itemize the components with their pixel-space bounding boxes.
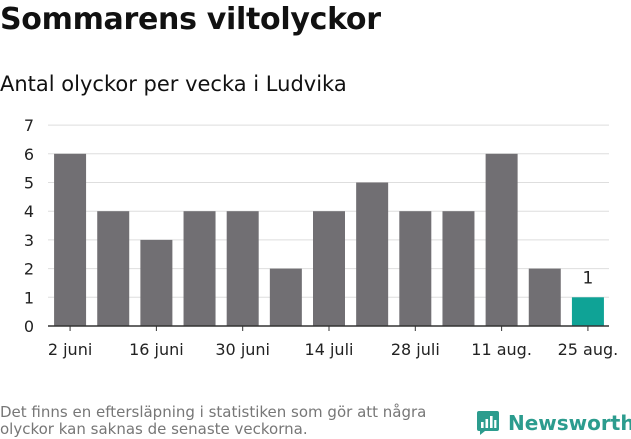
bar: [140, 239, 173, 326]
bar: [313, 211, 345, 326]
bar: [528, 268, 561, 326]
bar: [226, 211, 259, 326]
x-tick-label: 11 aug.: [471, 340, 532, 359]
y-tick-label: 6: [24, 145, 34, 164]
bar: [485, 153, 518, 326]
y-tick-label: 2: [24, 260, 34, 279]
footnote: Det finns en eftersläpning i statistiken…: [0, 403, 427, 438]
data-label: 1: [583, 268, 594, 288]
bar: [97, 211, 130, 326]
x-tick-label: 2 juni: [48, 340, 92, 359]
brand[interactable]: Newsworthy: [476, 408, 631, 438]
y-tick-label: 0: [24, 317, 34, 336]
x-tick-label: 25 aug.: [558, 340, 619, 359]
bar: [571, 297, 604, 326]
brand-name: Newsworthy: [508, 411, 631, 435]
x-tick-label: 16 juni: [129, 340, 184, 359]
y-tick-label: 5: [24, 174, 34, 193]
bar: [54, 153, 87, 326]
data-labels: 1: [583, 268, 594, 288]
bar: [399, 211, 432, 326]
chart-subtitle: Antal olyckor per vecka i Ludvika: [0, 72, 347, 96]
x-tick-label: 30 juni: [215, 340, 270, 359]
bar-chart: 0 1 2 3 4 5 6 7 1 2 juni 16 juni 30 juni 14 juli 28…: [24, 116, 618, 359]
x-axis-ticks: 2 juni 16 juni 30 juni 14 juli 28 juli 11 aug…: [48, 326, 618, 359]
bar: [356, 182, 389, 326]
x-tick-label: 14 juli: [305, 340, 354, 359]
newsworthy-logo-icon: [477, 411, 499, 435]
y-tick-label: 3: [24, 231, 34, 250]
x-tick-label: 28 juli: [391, 340, 440, 359]
y-axis-ticks: 0 1 2 3 4 5 6 7: [24, 116, 34, 336]
bars: [54, 153, 604, 326]
bar: [442, 211, 475, 326]
y-tick-label: 4: [24, 202, 34, 221]
y-tick-label: 7: [24, 116, 34, 135]
bar: [183, 211, 216, 326]
y-tick-label: 1: [24, 288, 34, 307]
bar: [269, 268, 302, 326]
chart-title: Sommarens viltolyckor: [0, 2, 381, 37]
